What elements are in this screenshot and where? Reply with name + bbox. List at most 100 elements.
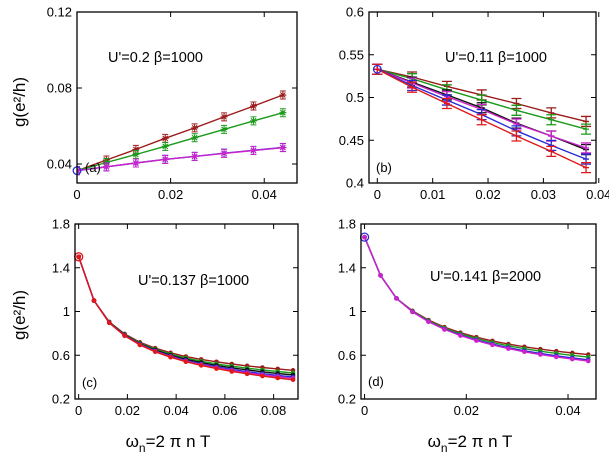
data-point <box>511 118 522 130</box>
y-tick-label: 1.4 <box>52 260 70 275</box>
panel-d: 0 0.02 0.04 0.2 0.6 1 1.4 1.8 U'=0.141 β=2000 (d) <box>338 217 597 418</box>
data-point <box>260 373 265 379</box>
plot-frame <box>360 223 597 400</box>
y-tick-label: 0.12 <box>47 5 72 20</box>
x-tick-label: 0.04 <box>586 187 609 202</box>
x-tick-label: 0 <box>75 403 82 418</box>
data-point <box>275 375 281 381</box>
data-point <box>476 94 487 106</box>
panel-b: 0 0.01 0.02 0.03 0.04 0.4 0.45 0.5 0.55 0.6 U'=0.1… <box>339 5 609 203</box>
data-point <box>362 234 367 240</box>
x-tick-label: 0.04 <box>555 403 580 418</box>
data-point <box>220 125 228 133</box>
panel-label: (d) <box>368 374 384 389</box>
data-point <box>426 319 431 325</box>
data-point <box>585 358 591 364</box>
x-tick-label: 0.01 <box>420 187 445 202</box>
data-point <box>407 81 418 93</box>
error-bar <box>77 166 80 176</box>
error-bar <box>279 90 286 100</box>
data-point <box>442 327 447 332</box>
x-axis-label-main: ω <box>428 432 441 451</box>
x-tick-label: 0 <box>374 187 381 202</box>
data-point <box>546 114 557 126</box>
error-bar <box>191 133 198 143</box>
y-tick-label: 0.4 <box>346 176 364 191</box>
x-tick-label: 0.04 <box>252 187 277 202</box>
error-bar <box>132 150 139 159</box>
error-bar <box>191 123 198 133</box>
plot-frame <box>76 11 298 184</box>
x-tick-label: 0.04 <box>163 403 188 418</box>
panel-c: 0 0.02 0.04 0.06 0.08 0.2 0.6 1 1.4 1.8 U'=0.137 β… <box>52 217 299 418</box>
error-bar <box>162 154 169 164</box>
y-tick-label: 0.04 <box>47 157 72 172</box>
x-tick-label: 0.02 <box>454 403 479 418</box>
data-point <box>279 109 287 117</box>
x-tick-label: 0.06 <box>212 403 237 418</box>
data-point <box>249 147 257 155</box>
y-tick-label: 1.8 <box>338 217 356 232</box>
y-tick-label: 0.6 <box>52 348 70 363</box>
data-point <box>249 102 257 110</box>
y-tick-label: 1 <box>63 304 70 319</box>
origin-marker <box>372 64 382 74</box>
error-bar <box>221 148 228 158</box>
data-point <box>244 371 250 377</box>
y-axis-label-top: g(e²/h) <box>10 77 29 127</box>
data-point <box>490 342 495 348</box>
series-group <box>76 254 296 383</box>
x-tick-label: 0.02 <box>475 187 500 202</box>
y-tick-label: 0.08 <box>47 81 72 96</box>
y-axis-label-bottom: g(e²/h) <box>10 290 29 340</box>
data-point <box>546 139 557 152</box>
data-point <box>546 145 557 158</box>
error-bar <box>279 108 286 118</box>
data-point <box>554 354 559 360</box>
series-group <box>372 63 592 174</box>
x-tick-label: 0 <box>73 187 80 202</box>
data-point <box>458 333 463 338</box>
error-bar <box>191 151 198 161</box>
y-tick-label: 0.6 <box>338 348 356 363</box>
y-tick-label: 0.6 <box>346 5 364 20</box>
data-point <box>132 145 140 153</box>
data-point <box>511 104 522 116</box>
data-point <box>102 163 110 171</box>
x-tick-label: 0.02 <box>115 403 140 418</box>
plot-frame <box>368 11 597 184</box>
y-tick-label: 0.55 <box>339 47 364 62</box>
data-point <box>137 342 143 348</box>
data-point <box>76 254 81 260</box>
x-axis-label-sub: n <box>139 441 146 455</box>
data-point <box>506 346 511 351</box>
x-tick-label: 0.03 <box>531 187 556 202</box>
data-point <box>546 107 557 119</box>
error-bar <box>103 162 110 172</box>
x-axis-label-sub: n <box>441 441 448 455</box>
data-point <box>410 309 415 315</box>
series-line-green <box>77 112 284 172</box>
data-point <box>168 354 173 360</box>
data-point <box>191 124 199 132</box>
data-point <box>214 366 219 371</box>
error-bar <box>162 141 169 151</box>
data-point <box>546 130 557 142</box>
series-group <box>362 234 591 364</box>
panel-label: (b) <box>376 160 392 175</box>
error-bar <box>250 146 257 156</box>
y-tick-label: 1 <box>349 304 356 319</box>
data-point <box>581 123 592 135</box>
y-tick-label: 1.8 <box>52 217 70 232</box>
data-point <box>476 114 487 126</box>
data-point <box>191 152 199 160</box>
panel-label: (c) <box>82 375 97 390</box>
data-point <box>569 356 575 362</box>
error-bar <box>132 158 139 168</box>
y-tick-label: 1.4 <box>338 260 356 275</box>
series-group <box>77 90 287 176</box>
error-bar <box>250 101 257 111</box>
data-point <box>132 151 140 158</box>
y-tick-label: 0.5 <box>346 90 364 105</box>
